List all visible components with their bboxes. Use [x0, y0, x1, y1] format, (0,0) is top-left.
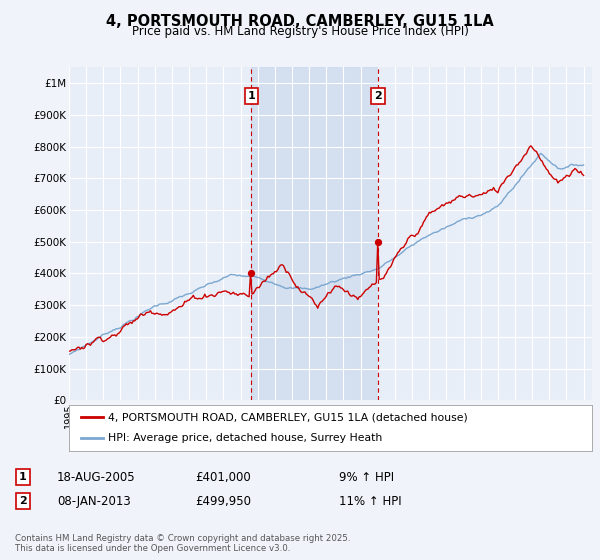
Bar: [251, 67, 378, 400]
Text: 2: 2: [19, 496, 26, 506]
Point: [247, 269, 256, 278]
Text: Price paid vs. HM Land Registry's House Price Index (HPI): Price paid vs. HM Land Registry's House …: [131, 25, 469, 39]
Point: [373, 237, 383, 246]
Text: 18-AUG-2005: 18-AUG-2005: [57, 470, 136, 484]
Text: £401,000: £401,000: [195, 470, 251, 484]
Text: 08-JAN-2013: 08-JAN-2013: [57, 494, 131, 508]
Text: 1: 1: [247, 91, 255, 101]
Text: 4, PORTSMOUTH ROAD, CAMBERLEY, GU15 1LA (detached house): 4, PORTSMOUTH ROAD, CAMBERLEY, GU15 1LA …: [108, 412, 468, 422]
Text: £499,950: £499,950: [195, 494, 251, 508]
Text: 1: 1: [19, 472, 26, 482]
Text: 11% ↑ HPI: 11% ↑ HPI: [339, 494, 401, 508]
Text: Contains HM Land Registry data © Crown copyright and database right 2025.
This d: Contains HM Land Registry data © Crown c…: [15, 534, 350, 553]
Text: HPI: Average price, detached house, Surrey Heath: HPI: Average price, detached house, Surr…: [108, 433, 382, 444]
Text: 9% ↑ HPI: 9% ↑ HPI: [339, 470, 394, 484]
Text: 2: 2: [374, 91, 382, 101]
Text: 4, PORTSMOUTH ROAD, CAMBERLEY, GU15 1LA: 4, PORTSMOUTH ROAD, CAMBERLEY, GU15 1LA: [106, 14, 494, 29]
